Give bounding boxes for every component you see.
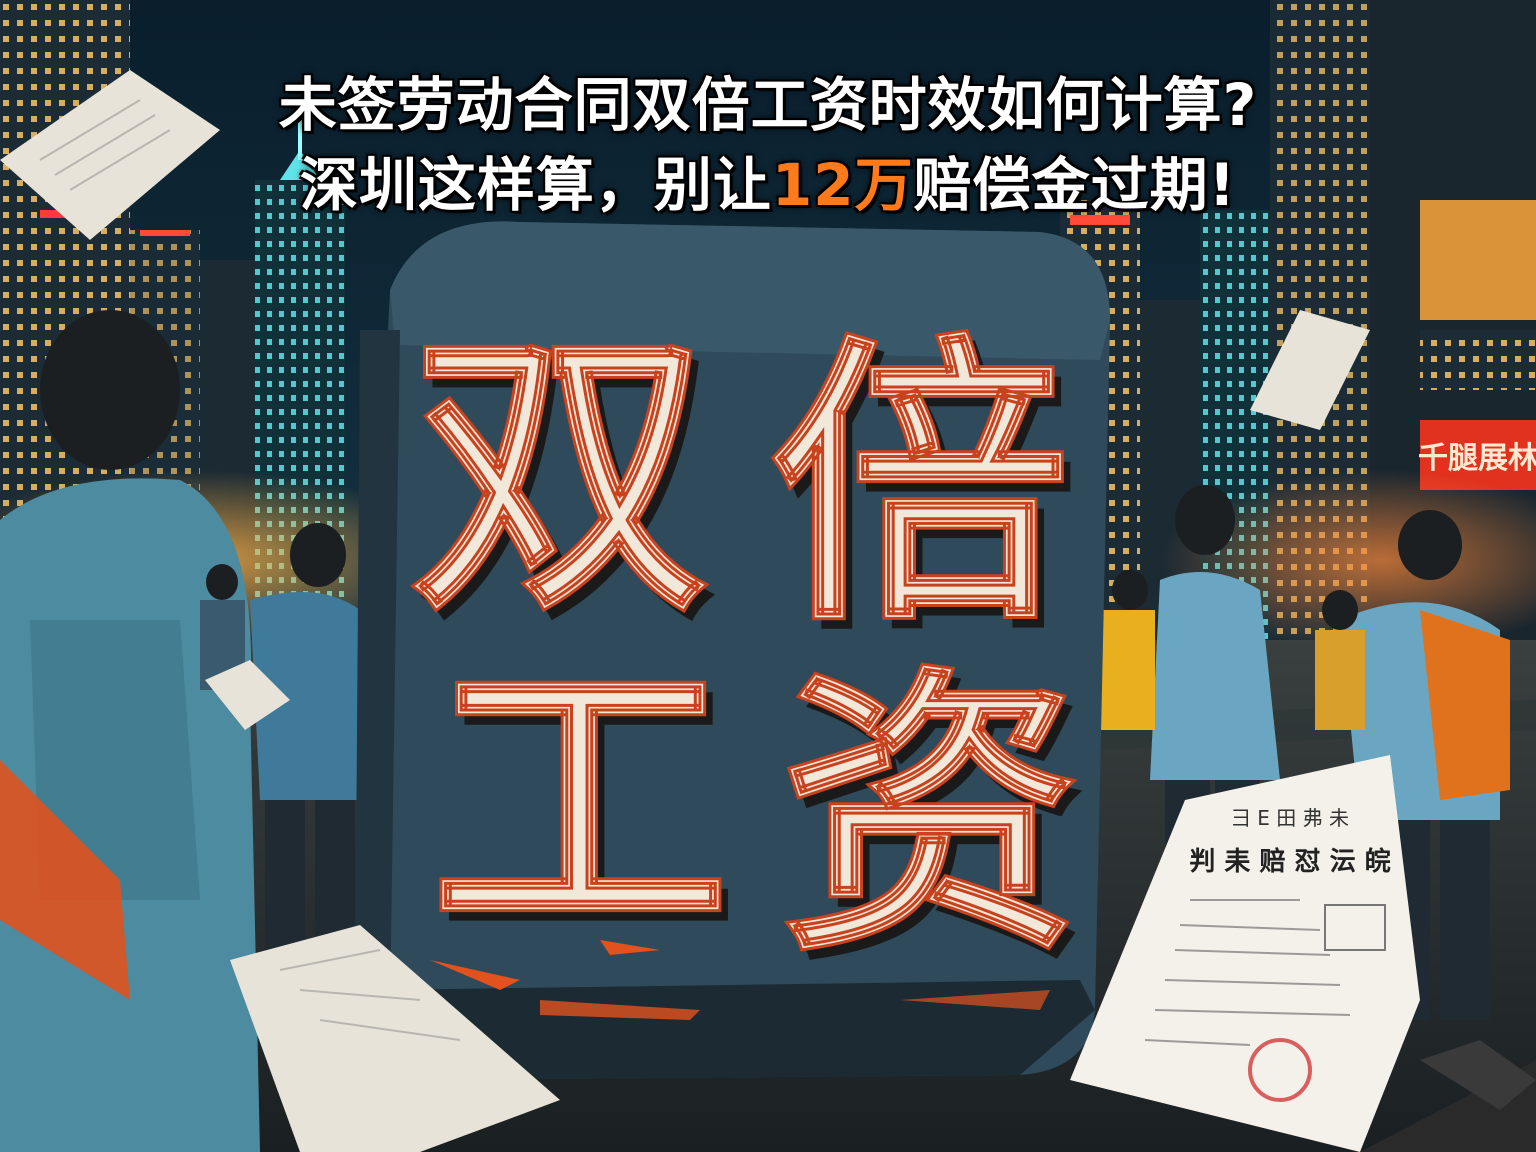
paper-top-left — [0, 70, 220, 240]
double-wage-block — [355, 221, 1110, 1080]
headline-line-2-prefix: 深圳这样算，别让 — [299, 151, 772, 219]
pedestrian-far-right — [1315, 590, 1365, 730]
char-shuang: 双 — [410, 302, 710, 651]
headline-line-1: 未签劳动合同双倍工资时效如何计算? — [278, 71, 1258, 139]
headline-line-2: 深圳这样算，别让12万赔偿金过期! — [0, 138, 1536, 222]
flying-papers — [0, 70, 1370, 1152]
shop-sign-text: 千腿展林 — [1418, 441, 1536, 476]
pedestrian-mid-left — [250, 523, 370, 950]
paper-bottom-left — [230, 925, 560, 1152]
headline-line-2-suffix: 赔偿金过期! — [913, 151, 1237, 219]
char-zi-shadow: 资 — [788, 652, 1088, 1001]
char-gong-shadow: 工 — [438, 637, 738, 986]
red-seal-stamp — [1248, 1038, 1312, 1102]
headline-amount-highlight: 12万 — [771, 151, 914, 219]
pedestrian-foreground-left — [0, 310, 260, 1152]
char-bei: 倍 — [770, 312, 1070, 661]
char-shuang-shadow: 双 — [418, 312, 718, 661]
char-gong: 工 — [430, 627, 730, 976]
document-subtitle: 判 耒 赔 怼 沄 皖 — [1189, 847, 1390, 877]
paper-top-right — [1250, 310, 1370, 430]
document-title: 彐 E 田 弗 未 — [1231, 806, 1349, 830]
char-zi: 资 — [780, 642, 1080, 991]
paper-small-left — [205, 660, 290, 730]
char-bei-shadow: 倍 — [778, 322, 1078, 671]
pedestrian-yellow — [1100, 570, 1155, 730]
